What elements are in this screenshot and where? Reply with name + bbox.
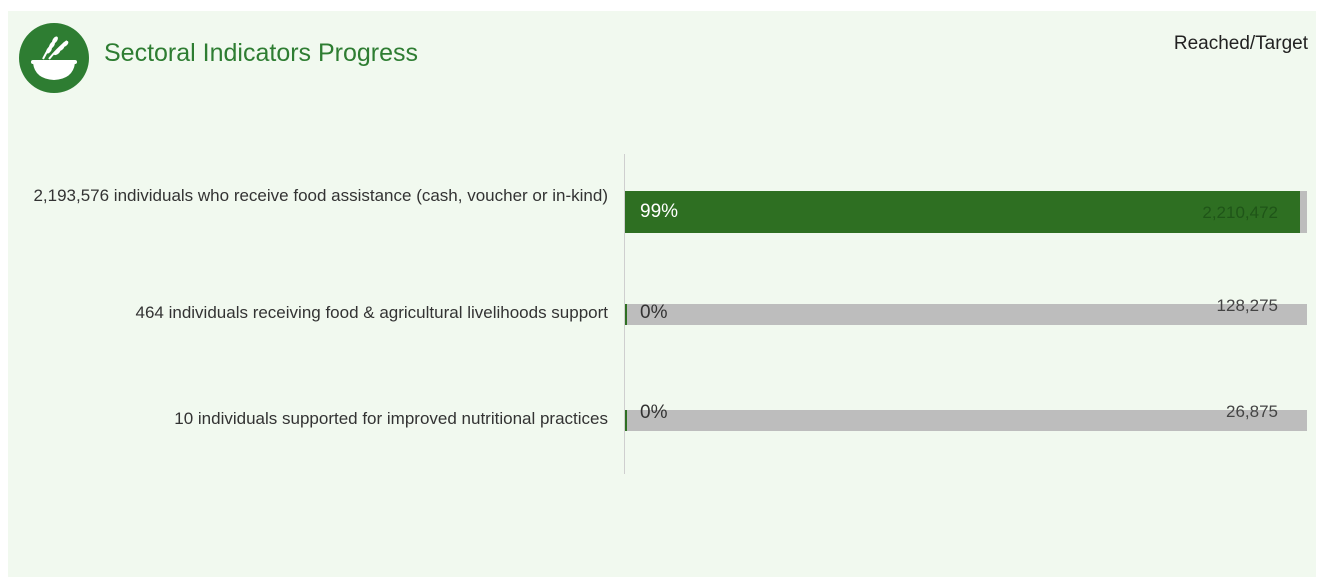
target-value-label: 128,275 <box>1216 296 1278 315</box>
progress-track <box>625 410 1307 431</box>
legend-label: Reached/Target <box>1173 33 1308 54</box>
percent-label: 99% <box>640 201 679 222</box>
target-value-label: 26,875 <box>1226 402 1278 421</box>
progress-fill <box>625 191 1300 233</box>
percent-label: 0% <box>640 302 668 323</box>
progress-fill <box>625 410 627 431</box>
chart-title: Sectoral Indicators Progress <box>104 39 419 67</box>
indicator-label: 2,193,576 individuals who receive food a… <box>33 186 608 205</box>
target-value-label: 2,210,472 <box>1202 203 1278 222</box>
category-axis-line <box>624 154 625 474</box>
indicators-panel: Sectoral Indicators Progress Reached/Tar… <box>8 11 1316 577</box>
progress-track <box>625 304 1307 325</box>
wheat-bowl-icon <box>19 23 89 93</box>
percent-label: 0% <box>640 402 668 423</box>
progress-bar-chart: 2,193,576 individuals who receive food a… <box>8 11 1316 577</box>
progress-track <box>625 191 1307 233</box>
progress-fill <box>625 304 627 325</box>
indicator-label: 464 individuals receiving food & agricul… <box>135 303 609 322</box>
indicator-label: 10 individuals supported for improved nu… <box>174 409 608 428</box>
